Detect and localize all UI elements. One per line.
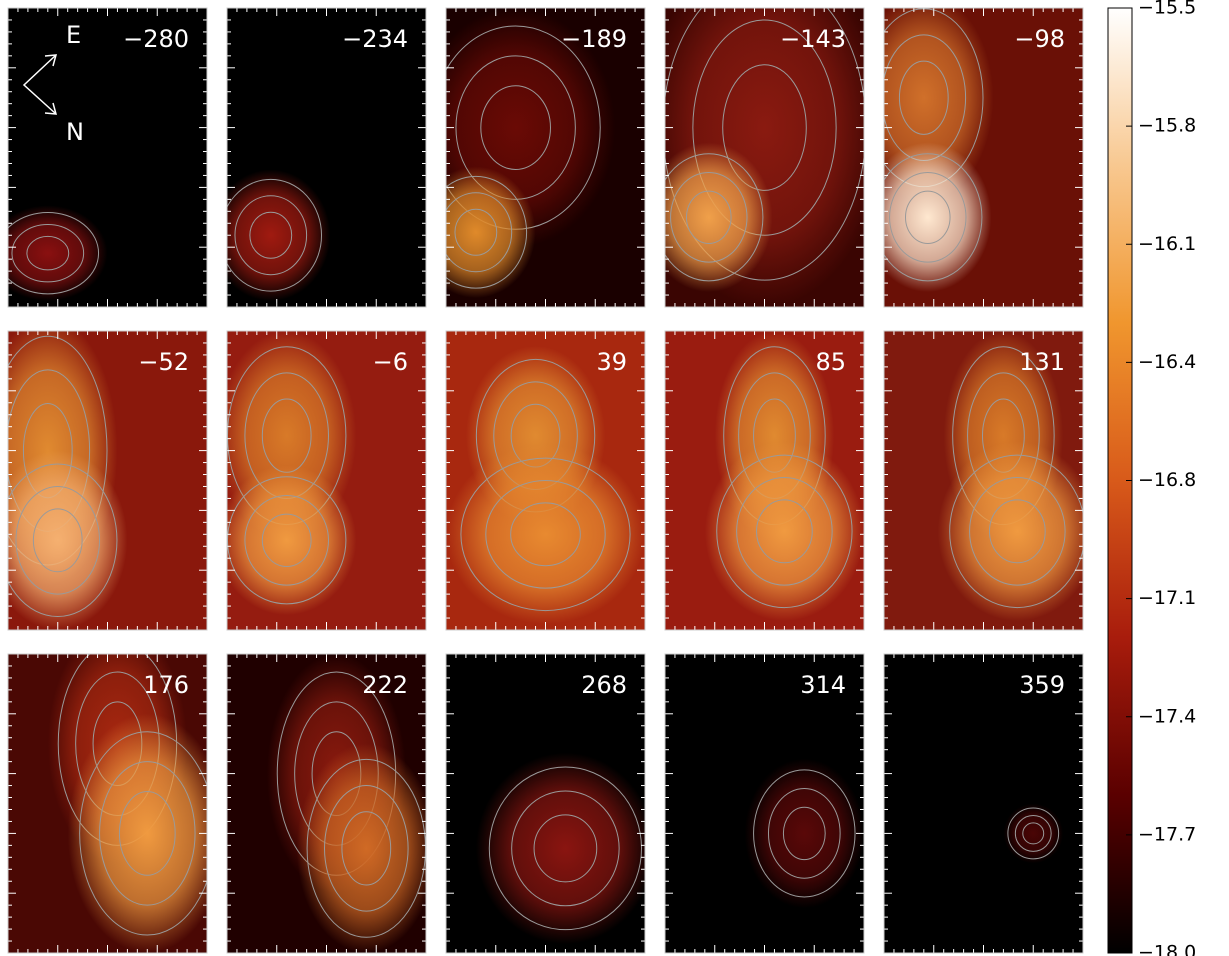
colorbar-tick-label: −16.8 [1138, 469, 1196, 491]
channel-panel: 85 [665, 331, 864, 630]
colorbar-tick-label: −15.8 [1138, 115, 1196, 137]
channel-panel: 268 [446, 654, 655, 953]
velocity-label: −52 [138, 348, 189, 376]
channel-panel: −280 [0, 8, 207, 307]
velocity-label: 131 [1019, 348, 1065, 376]
channel-panel: 222 [227, 654, 436, 953]
emission [416, 166, 535, 298]
velocity-label: −98 [1014, 25, 1065, 53]
velocity-label: −6 [373, 348, 408, 376]
figure: −280 −234 −189 −143 −98 −52 −6 39 85 131 176 222 268… [0, 0, 1229, 956]
colorbar-tick-label: −16.1 [1138, 233, 1196, 255]
colorbar-tick-label: −15.5 [1138, 0, 1196, 19]
velocity-label: 176 [143, 671, 189, 699]
emission [705, 442, 864, 621]
channel-panel: 359 [884, 654, 1083, 953]
channel-panel: −189 [416, 8, 645, 307]
velocity-label: 359 [1019, 671, 1065, 699]
colorbar-tick-label: −17.1 [1138, 587, 1196, 609]
velocity-label: −280 [123, 25, 189, 53]
compass-label: N [66, 118, 84, 146]
colorbar-tick-label: −17.4 [1138, 705, 1196, 727]
compass-label: E [66, 21, 81, 49]
channel-panel: −6 [217, 331, 426, 630]
emission [476, 753, 655, 944]
colorbar-tick-label: −16.4 [1138, 351, 1196, 373]
emission [446, 445, 645, 624]
channel-panel: 39 [446, 331, 645, 630]
channel-panel: −234 [211, 8, 426, 307]
velocity-label: 268 [581, 671, 627, 699]
emission [745, 759, 864, 909]
channel-panel: −52 [0, 316, 207, 630]
emission [864, 143, 991, 292]
channel-panel: −98 [854, 0, 1083, 307]
emission [297, 744, 436, 953]
panel-image [645, 0, 884, 307]
velocity-label: −234 [342, 25, 408, 53]
channel-panel: 176 [8, 624, 227, 953]
channel-panel: 131 [884, 331, 1097, 630]
panel-image [8, 624, 227, 953]
velocity-label: −189 [561, 25, 627, 53]
emission [938, 442, 1097, 621]
channel-panel: −143 [645, 0, 884, 307]
emission [217, 466, 356, 616]
velocity-label: −143 [780, 25, 846, 53]
emission [1003, 804, 1063, 864]
velocity-label: 39 [596, 348, 627, 376]
emission [645, 143, 772, 292]
velocity-label: 85 [815, 348, 846, 376]
velocity-label: 314 [800, 671, 846, 699]
colorbar-tick-label: −18.0 [1138, 942, 1196, 956]
colorbar-tick-label: −17.7 [1138, 823, 1196, 845]
velocity-label: 222 [362, 671, 408, 699]
channel-panel: 314 [665, 654, 864, 953]
